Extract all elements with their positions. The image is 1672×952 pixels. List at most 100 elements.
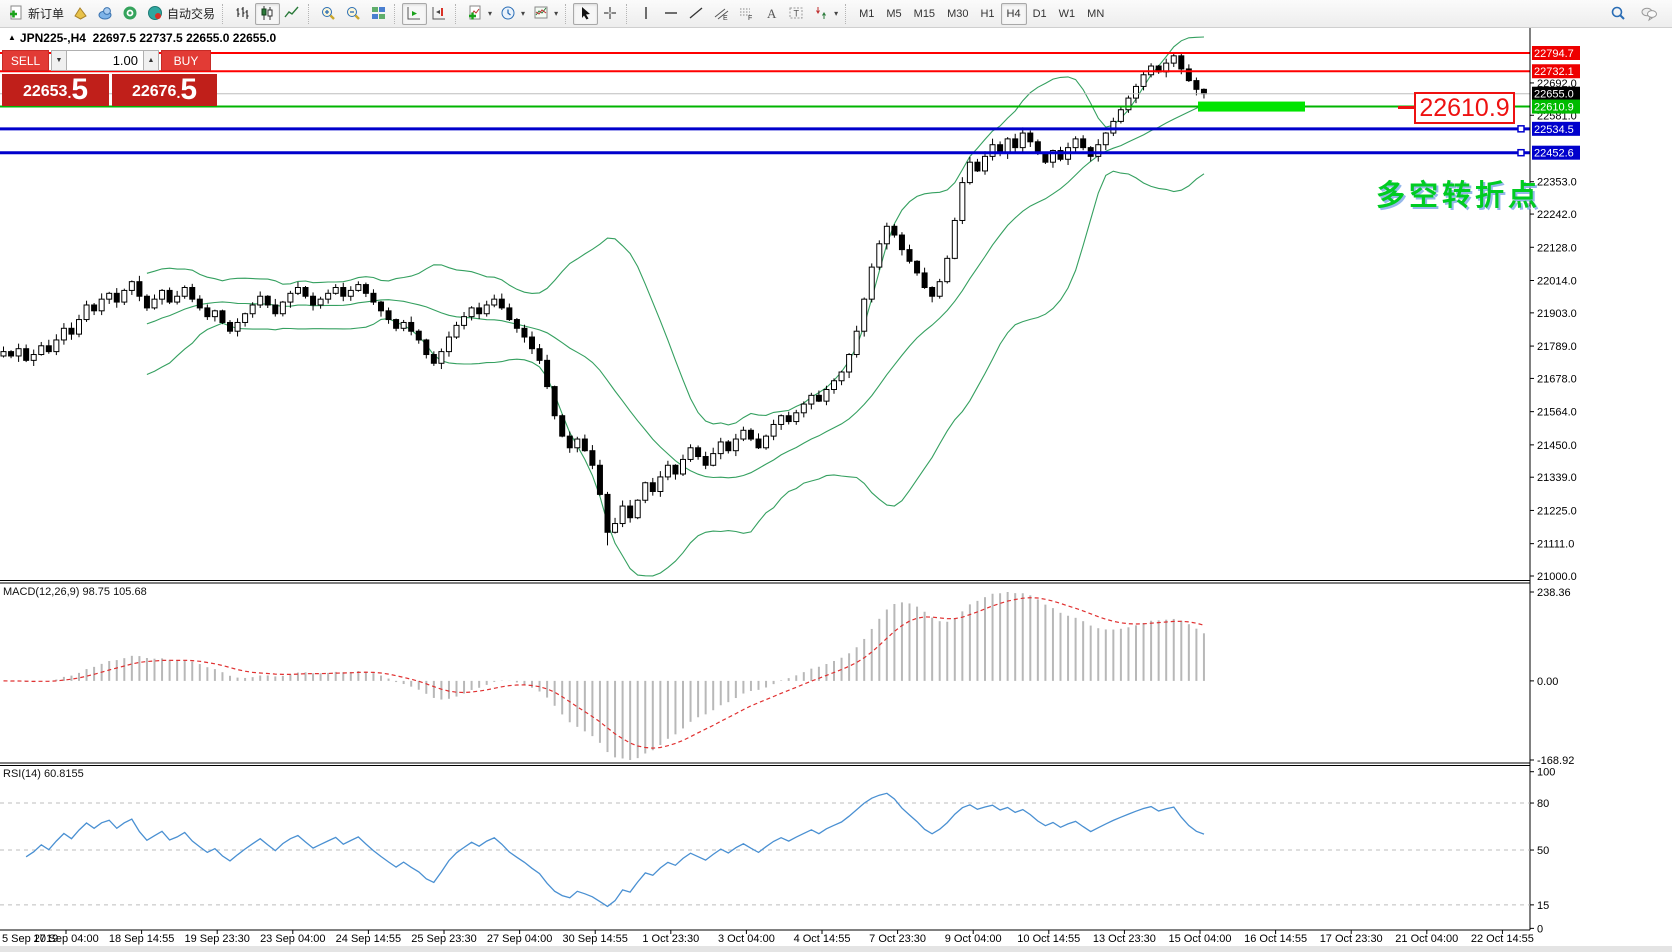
templates-button[interactable]: ▾	[529, 3, 562, 25]
line-chart-icon	[284, 5, 301, 22]
level-price-label[interactable]: 22610.9	[1414, 92, 1515, 124]
sell-price-display[interactable]: 22653. 5	[2, 74, 109, 106]
volume-input[interactable]: 1.00	[67, 50, 143, 71]
svg-text:22 Oct 14:55: 22 Oct 14:55	[1471, 933, 1534, 945]
svg-text:0.00: 0.00	[1537, 676, 1558, 688]
bar-chart-button[interactable]	[230, 3, 255, 25]
chevron-down-icon[interactable]: ▾	[554, 9, 559, 18]
rsi-panel: 100 80 50 15 0	[0, 767, 1555, 935]
indicators-button[interactable]: ▾	[463, 3, 496, 25]
svg-text:1 Oct 23:30: 1 Oct 23:30	[642, 933, 699, 945]
svg-text:22732.1: 22732.1	[1534, 66, 1574, 78]
fibonacci-button[interactable]: F	[734, 3, 759, 25]
timeframe-h1-button[interactable]: H1	[980, 7, 995, 20]
text-label-button[interactable]: T	[784, 3, 809, 25]
line-drag-handle[interactable]	[1517, 148, 1525, 157]
svg-text:17 Sep 04:00: 17 Sep 04:00	[33, 933, 98, 945]
svg-text:21 Oct 04:00: 21 Oct 04:00	[1395, 933, 1458, 945]
tile-windows-icon	[370, 5, 387, 22]
chart-shift-button[interactable]	[427, 3, 452, 25]
line-chart-button[interactable]	[280, 3, 305, 25]
svg-text:22452.6: 22452.6	[1534, 148, 1574, 160]
collapse-triangle-icon[interactable]: ▲	[8, 33, 16, 42]
horizontal-level-lines	[0, 52, 1530, 157]
community-button[interactable]	[118, 3, 143, 25]
timeframe-mn-button[interactable]: MN	[1087, 7, 1105, 20]
toolbar-separator	[626, 3, 631, 24]
timeframe-w1-button[interactable]: W1	[1058, 7, 1076, 20]
timeframe-d1-button[interactable]: D1	[1032, 7, 1047, 20]
candlestick-button[interactable]	[255, 2, 281, 25]
new-order-icon	[8, 5, 25, 22]
tile-windows-button[interactable]	[366, 3, 391, 25]
vertical-line-button[interactable]	[634, 3, 659, 25]
profiles-button[interactable]	[93, 3, 118, 25]
rsi-line	[25, 792, 1205, 908]
channel-icon: E	[713, 5, 730, 22]
svg-text:21111.0: 21111.0	[1537, 539, 1574, 551]
zoom-out-button[interactable]	[341, 3, 366, 25]
svg-text:9 Oct 04:00: 9 Oct 04:00	[945, 933, 1002, 945]
svg-text:5 Sep 2019: 5 Sep 2019	[2, 933, 58, 945]
chevron-down-icon[interactable]: ▾	[521, 9, 526, 18]
toolbar-separator	[394, 3, 399, 24]
svg-text:21339.0: 21339.0	[1537, 472, 1577, 484]
window-bottom-strip	[0, 946, 1672, 952]
svg-text:15 Oct 04:00: 15 Oct 04:00	[1169, 933, 1232, 945]
bar-chart-icon	[234, 5, 251, 22]
macd-indicator-label: MACD(12,26,9) 98.75 105.68	[3, 586, 147, 598]
toolbar-separator	[565, 3, 570, 24]
buy-price-display[interactable]: 22676. 5	[112, 74, 217, 106]
turning-point-annotation[interactable]: 多空转折点	[1376, 180, 1542, 212]
zoom-out-icon	[345, 5, 362, 22]
volume-down-button[interactable]: ▼	[51, 50, 67, 71]
timeframe-m5-button[interactable]: M5	[886, 7, 902, 20]
zoom-in-button[interactable]	[316, 3, 341, 25]
chart-shift-icon	[431, 5, 448, 22]
svg-text:4 Oct 14:55: 4 Oct 14:55	[794, 933, 851, 945]
periods-button[interactable]: ▾	[496, 3, 529, 25]
price-axis: 22692.022581.022353.022242.022128.022014…	[1529, 28, 1580, 930]
buy-button[interactable]: BUY	[161, 50, 211, 71]
new-chart-button[interactable]	[68, 3, 93, 25]
toolbar-separator	[845, 3, 850, 24]
equidistant-channel-button[interactable]: E	[709, 3, 734, 25]
search-button[interactable]	[1606, 3, 1631, 25]
arrows-button[interactable]: ▾	[809, 3, 842, 25]
arrows-icon	[813, 5, 830, 22]
sell-button[interactable]: SELL	[2, 50, 49, 71]
timeframe-m30-button[interactable]: M30	[947, 7, 969, 20]
chat-icon	[1641, 5, 1658, 22]
autotrading-icon	[147, 5, 164, 22]
horizontal-line-icon	[663, 5, 680, 22]
auto-scroll-button[interactable]	[402, 2, 428, 25]
autotrading-button[interactable]: 自动交易	[143, 3, 219, 25]
timeframe-m15-button[interactable]: M15	[913, 7, 936, 20]
line-drag-handle[interactable]	[1517, 125, 1525, 133]
buy-price-main: 22676	[131, 83, 177, 100]
volume-up-button[interactable]: ▲	[143, 50, 159, 71]
chat-button[interactable]	[1637, 3, 1662, 25]
svg-text:E: E	[723, 15, 728, 22]
symbol-period-label: JPN225-,H4	[19, 31, 86, 45]
vertical-line-icon	[638, 5, 655, 22]
text-button[interactable]: A	[759, 3, 784, 25]
svg-text:21789.0: 21789.0	[1537, 341, 1577, 353]
cursor-button[interactable]	[573, 2, 599, 25]
new-order-button[interactable]: 新订单	[4, 3, 68, 25]
svg-text:17 Oct 23:30: 17 Oct 23:30	[1320, 933, 1383, 945]
timeframe-h4-button[interactable]: H4	[1000, 2, 1027, 25]
crosshair-button[interactable]	[598, 3, 623, 25]
timeframe-m1-button[interactable]: M1	[859, 7, 875, 20]
toolbar-separator	[308, 3, 313, 24]
svg-text:18 Sep 14:55: 18 Sep 14:55	[109, 933, 174, 945]
svg-text:22128.0: 22128.0	[1537, 242, 1577, 254]
trendline-button[interactable]	[684, 3, 709, 25]
highlight-zone-bar[interactable]	[1198, 101, 1305, 112]
chevron-down-icon[interactable]: ▾	[488, 9, 493, 18]
svg-text:-168.92: -168.92	[1537, 755, 1574, 767]
horizontal-line-button[interactable]	[659, 3, 684, 25]
svg-text:19 Sep 23:30: 19 Sep 23:30	[184, 933, 249, 945]
chevron-down-icon[interactable]: ▾	[834, 9, 839, 18]
